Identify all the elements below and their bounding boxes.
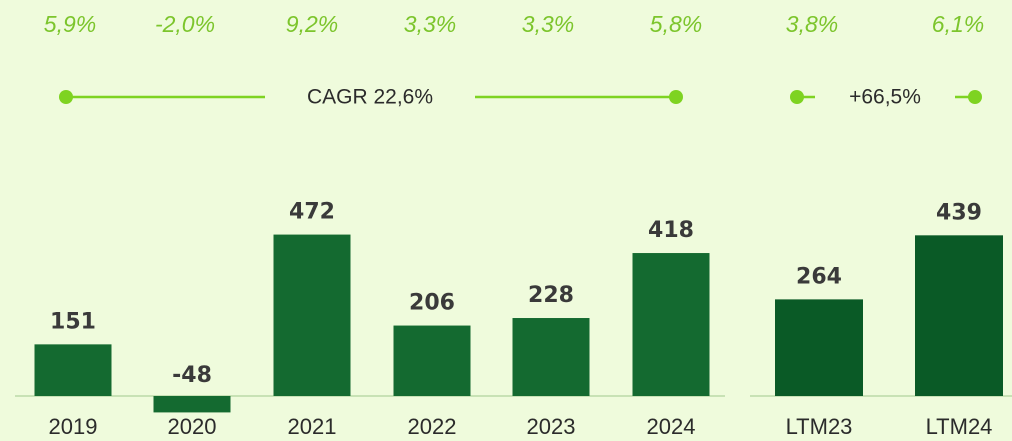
growth-label: 6,1% xyxy=(932,11,984,37)
category-label: 2022 xyxy=(408,414,457,439)
cagr-dot xyxy=(968,90,982,104)
growth-label: 3,3% xyxy=(404,11,456,37)
category-label: LTM23 xyxy=(786,414,853,439)
bar xyxy=(393,325,471,396)
bar xyxy=(512,318,590,396)
value-label: 206 xyxy=(409,291,455,316)
cagr-dot xyxy=(790,90,804,104)
bar xyxy=(632,253,710,396)
category-label: 2023 xyxy=(527,414,576,439)
value-label: 151 xyxy=(50,309,96,334)
value-label: -48 xyxy=(172,363,212,388)
cagr-label: +66,5% xyxy=(849,86,921,109)
growth-label: 5,8% xyxy=(650,11,702,37)
bar xyxy=(153,396,231,413)
bar xyxy=(915,235,1003,396)
category-label: 2020 xyxy=(168,414,217,439)
cagr-dot xyxy=(59,90,73,104)
growth-label: 3,3% xyxy=(522,11,574,37)
bar xyxy=(775,299,863,396)
value-label: 472 xyxy=(289,200,335,225)
category-label: 2021 xyxy=(288,414,337,439)
bar xyxy=(34,344,112,396)
value-label: 418 xyxy=(648,218,694,243)
growth-label: -2,0% xyxy=(155,11,215,37)
value-label: 228 xyxy=(528,283,574,308)
value-label: 264 xyxy=(796,264,842,289)
growth-label: 9,2% xyxy=(286,11,338,37)
bar xyxy=(273,234,351,396)
category-label: LTM24 xyxy=(926,414,993,439)
category-label: 2019 xyxy=(49,414,98,439)
cagr-dot xyxy=(669,90,683,104)
cagr-label: CAGR 22,6% xyxy=(307,86,433,109)
growth-label: 5,9% xyxy=(44,11,96,37)
category-label: 2024 xyxy=(647,414,696,439)
growth-label: 3,8% xyxy=(786,11,838,37)
value-label: 439 xyxy=(936,200,982,225)
